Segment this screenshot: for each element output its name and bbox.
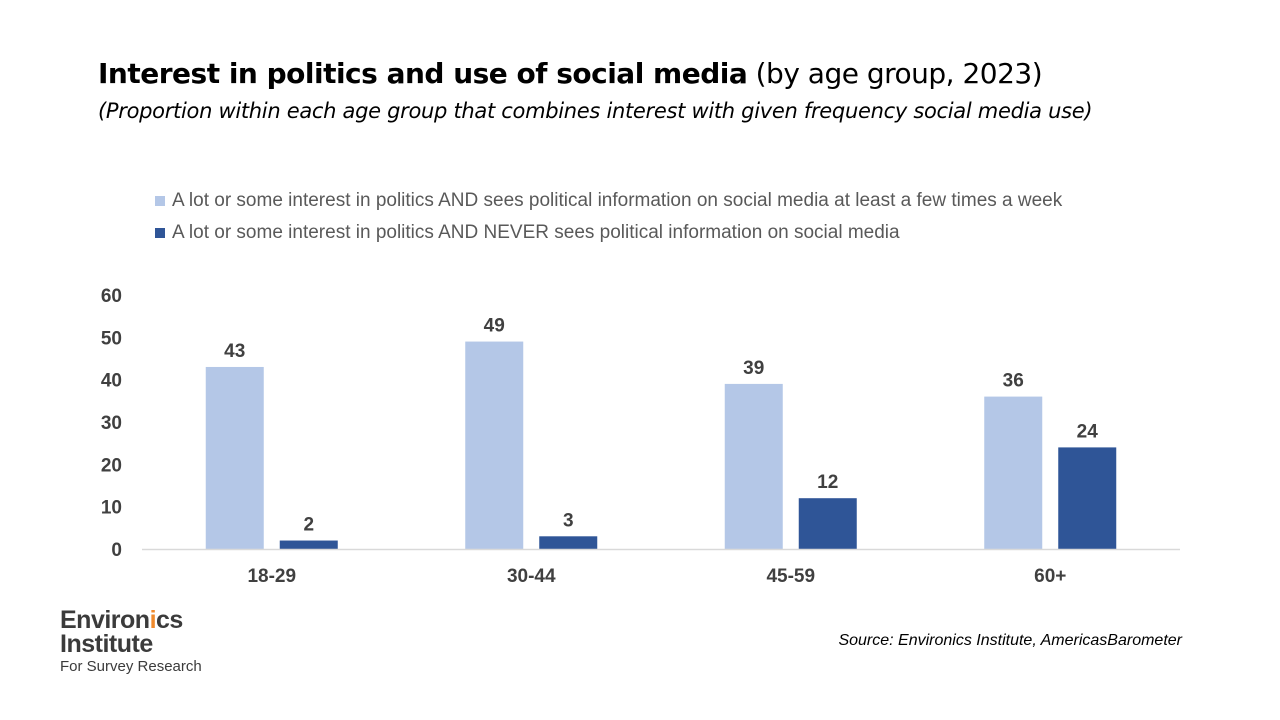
y-tick-label: 0 [111,540,122,561]
environics-logo: Environics Institute For Survey Research [60,606,202,676]
legend-item-series-2: A lot or some interest in politics AND N… [155,220,1165,246]
source-note: Source: Environics Institute, AmericasBa… [838,632,1182,649]
legend: A lot or some interest in politics AND s… [155,188,1165,252]
data-label-series-1: 39 [743,358,764,379]
logo-text-accent: i [149,606,157,634]
chart-title-rest: (by age group, 2023) [747,57,1043,90]
logo-line-3: For Survey Research [60,658,202,675]
data-label-series-1: 49 [484,316,505,337]
bar-series-1 [205,366,264,549]
legend-swatch-series-1 [155,196,165,206]
y-tick-label: 60 [101,286,122,307]
bar-series-1 [724,383,783,549]
data-label-series-2: 2 [303,515,314,536]
y-tick-label: 30 [101,413,122,434]
logo-text-b: cs [156,606,183,634]
chart-title: Interest in politics and use of social m… [98,56,1218,92]
logo-line-2: Institute [60,630,153,658]
data-label-series-2: 3 [563,510,574,531]
x-tick-label: 30-44 [507,566,556,587]
y-tick-label: 50 [101,328,122,349]
y-tick-label: 10 [101,498,122,519]
data-label-series-2: 24 [1077,421,1099,442]
chart-subtitle: (Proportion within each age group that c… [98,99,1093,123]
x-tick-label: 60+ [1034,566,1066,587]
bar-series-2 [279,540,338,549]
legend-swatch-series-2 [155,228,165,238]
bar-series-1 [465,341,524,549]
x-tick-label: 45-59 [766,566,815,587]
chart-title-bold: Interest in politics and use of social m… [98,57,748,90]
bar-series-2 [1058,447,1117,549]
legend-label-series-2: A lot or some interest in politics AND N… [172,222,900,243]
data-label-series-1: 43 [224,341,245,362]
y-tick-label: 20 [101,455,122,476]
legend-item-series-1: A lot or some interest in politics AND s… [155,188,1165,214]
data-label-series-1: 36 [1003,371,1024,392]
y-tick-label: 40 [101,371,122,392]
bar-series-1 [984,396,1043,549]
legend-label-series-1: A lot or some interest in politics AND s… [172,190,1063,211]
x-tick-label: 18-29 [247,566,296,587]
logo-text-a: Environ [60,606,150,634]
bar-series-2 [798,498,857,549]
bar-series-2 [539,536,598,549]
logo-line-1: Environics [60,606,202,634]
data-label-series-2: 12 [817,472,838,493]
